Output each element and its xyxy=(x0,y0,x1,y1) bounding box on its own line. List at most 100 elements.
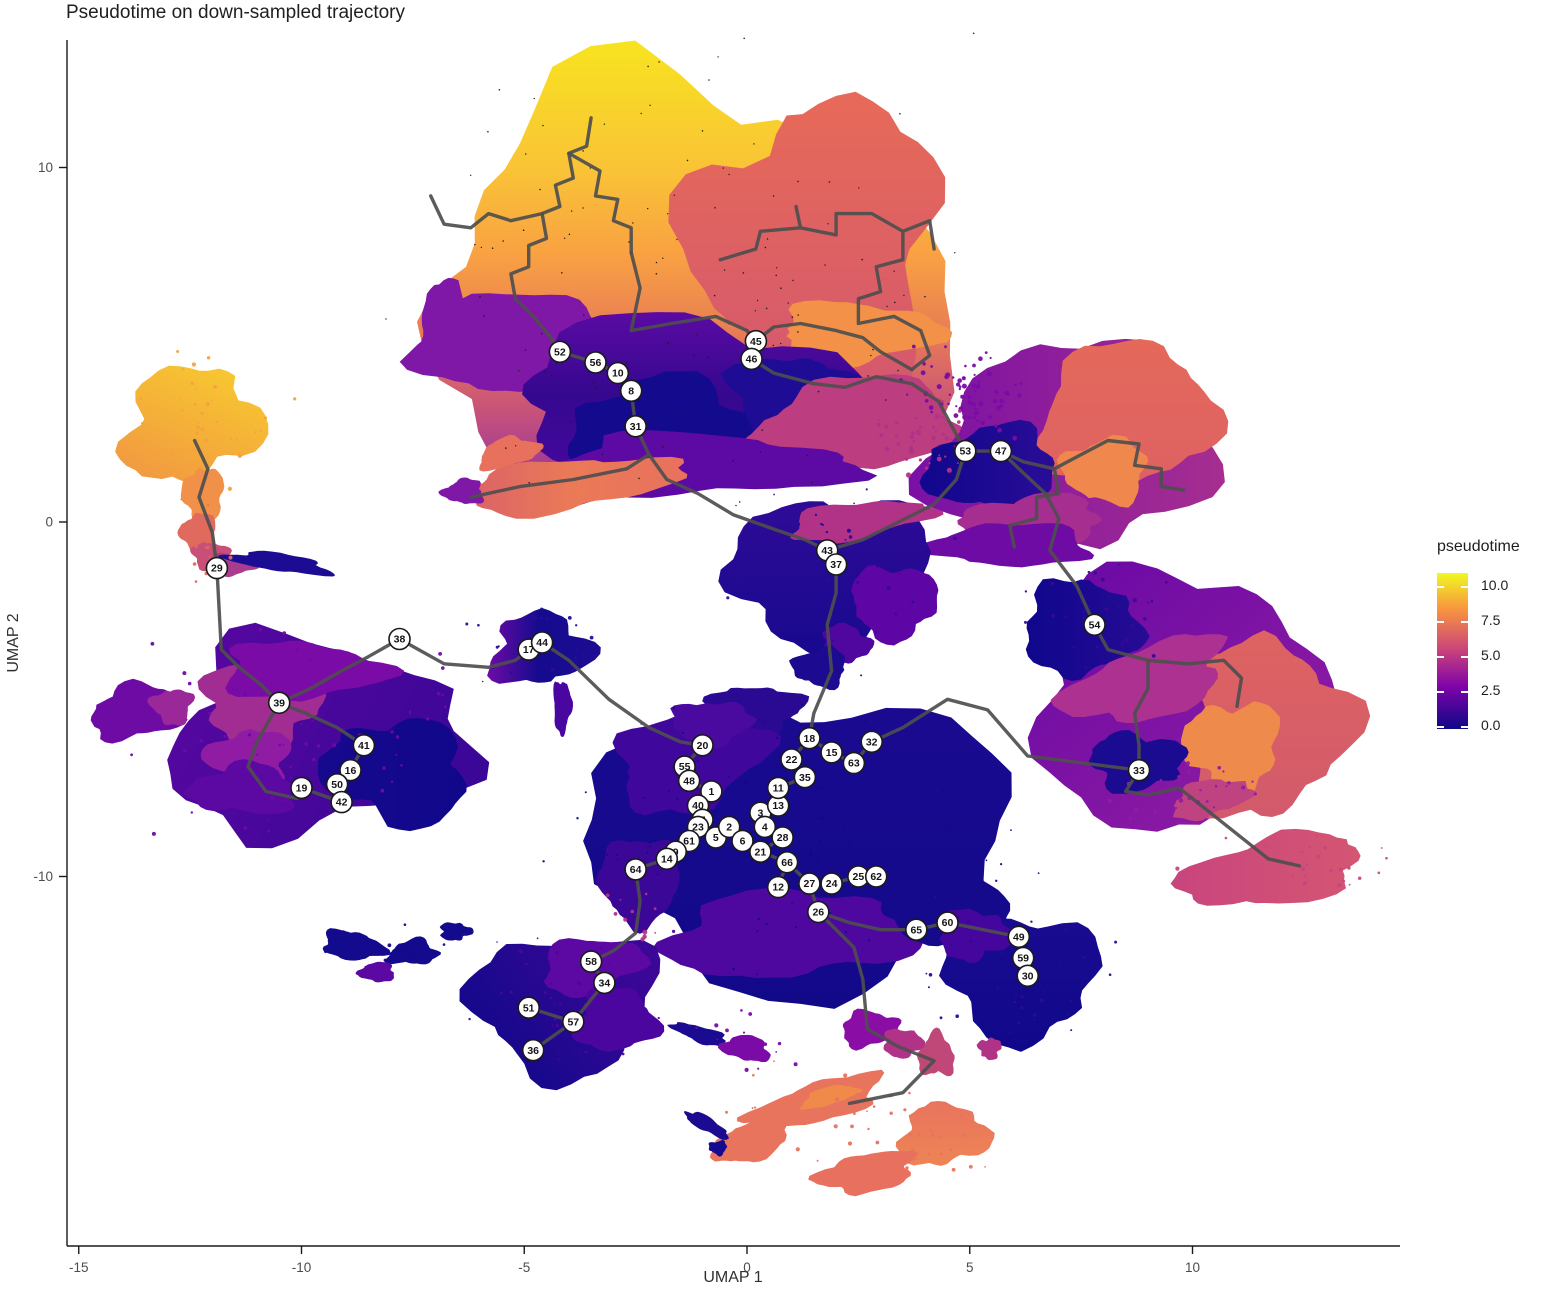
cell-dot xyxy=(1087,570,1091,574)
cell-dot xyxy=(908,448,914,454)
cell-dot xyxy=(316,744,321,748)
cell-dot xyxy=(708,79,710,81)
cell-dot xyxy=(526,661,530,665)
cell-dot xyxy=(1165,580,1168,584)
cell-dot xyxy=(878,817,880,820)
cell-dot xyxy=(646,851,649,854)
cell-dot xyxy=(1177,775,1181,779)
cell-dot xyxy=(693,354,695,357)
milestone-node-39: 39 xyxy=(267,691,291,715)
cell-dot xyxy=(491,247,494,249)
cluster-blob xyxy=(670,701,758,749)
cell-dot xyxy=(254,431,257,434)
cell-dot xyxy=(1175,866,1180,871)
cell-dot xyxy=(595,1012,599,1017)
cell-dot xyxy=(477,623,480,627)
cluster-blob xyxy=(667,1022,726,1047)
cluster-blob xyxy=(1172,779,1257,822)
cell-dot xyxy=(265,782,268,784)
y-tick-label: 10 xyxy=(38,160,53,175)
cell-dot xyxy=(642,929,648,935)
cell-dot xyxy=(1153,809,1158,814)
cell-dot xyxy=(984,351,988,354)
cell-dot xyxy=(283,798,287,802)
milestone-label: 65 xyxy=(910,924,922,936)
cell-dot xyxy=(191,362,196,367)
cell-dot xyxy=(978,401,984,407)
cell-dot xyxy=(924,399,929,403)
cell-dot xyxy=(505,447,507,449)
cell-dot xyxy=(770,1103,773,1107)
cell-dot xyxy=(919,816,922,819)
cell-dot xyxy=(570,420,572,423)
cell-dot xyxy=(972,363,976,368)
cell-dot xyxy=(479,296,481,298)
cell-dot xyxy=(780,287,782,290)
x-tick-label: 5 xyxy=(966,1260,974,1275)
cell-dot xyxy=(1185,761,1190,766)
cell-dot xyxy=(668,790,670,792)
cell-dot xyxy=(1265,846,1268,849)
cell-dot xyxy=(1316,854,1321,859)
milestone-node-58: 58 xyxy=(579,950,603,973)
axes-layer: UMAP 1 UMAP 2 -15 -10 -5 0 5 10 10 0 -10 xyxy=(5,40,1400,1286)
cell-dot xyxy=(1001,951,1004,954)
cell-dot xyxy=(934,414,940,420)
cell-dot xyxy=(324,950,328,954)
cell-dot xyxy=(859,568,861,571)
cell-dot xyxy=(256,753,259,756)
cell-dot xyxy=(971,402,976,407)
cell-dot xyxy=(994,390,999,395)
cell-dot xyxy=(726,596,730,600)
milestone-label: 60 xyxy=(942,917,954,929)
cell-dot xyxy=(207,712,212,716)
cell-dot xyxy=(270,796,274,800)
cell-dot xyxy=(921,543,925,546)
cell-dot xyxy=(938,454,941,456)
cell-dot xyxy=(686,159,689,162)
cell-dot xyxy=(759,451,762,453)
cell-dot xyxy=(243,692,248,697)
cell-dot xyxy=(870,549,874,553)
cell-dot xyxy=(793,1062,798,1067)
cell-dot xyxy=(623,917,628,922)
cell-dot xyxy=(1147,601,1150,604)
trajectory-path xyxy=(629,250,758,343)
cell-dot xyxy=(194,388,197,391)
milestone-label: 47 xyxy=(995,446,1007,458)
cell-dot xyxy=(725,1028,729,1033)
cell-dot xyxy=(655,273,658,275)
cell-dot xyxy=(810,854,813,857)
cell-dot xyxy=(867,375,869,377)
cell-dot xyxy=(260,693,263,696)
cell-dot xyxy=(908,1133,913,1137)
milestone-label: 8 xyxy=(628,385,634,397)
cell-dot xyxy=(1117,563,1120,566)
cell-dot xyxy=(1017,1021,1021,1025)
cluster-blob xyxy=(788,644,846,691)
cell-dot xyxy=(178,397,181,400)
milestone-label: 45 xyxy=(750,336,762,348)
cell-dot xyxy=(833,1124,838,1129)
cell-dot xyxy=(211,399,213,401)
cell-dot xyxy=(944,374,949,380)
cluster-blob xyxy=(939,908,1018,964)
cell-dot xyxy=(900,450,902,453)
cell-dot xyxy=(754,1106,757,1109)
cell-dot xyxy=(772,195,775,197)
cell-dot xyxy=(509,990,513,994)
cell-dot xyxy=(801,703,803,706)
milestone-node-62: 62 xyxy=(864,865,888,888)
cell-dot xyxy=(555,363,557,365)
milestone-label: 25 xyxy=(853,871,865,883)
cell-dot xyxy=(966,919,971,924)
cell-dot xyxy=(605,893,610,897)
milestone-label: 41 xyxy=(358,740,370,752)
cell-dot xyxy=(829,912,832,914)
trajectory-path xyxy=(509,116,593,354)
cell-dot xyxy=(1176,795,1179,798)
cell-dot xyxy=(764,880,767,883)
cell-dot xyxy=(444,705,447,709)
cell-dot xyxy=(972,32,975,35)
